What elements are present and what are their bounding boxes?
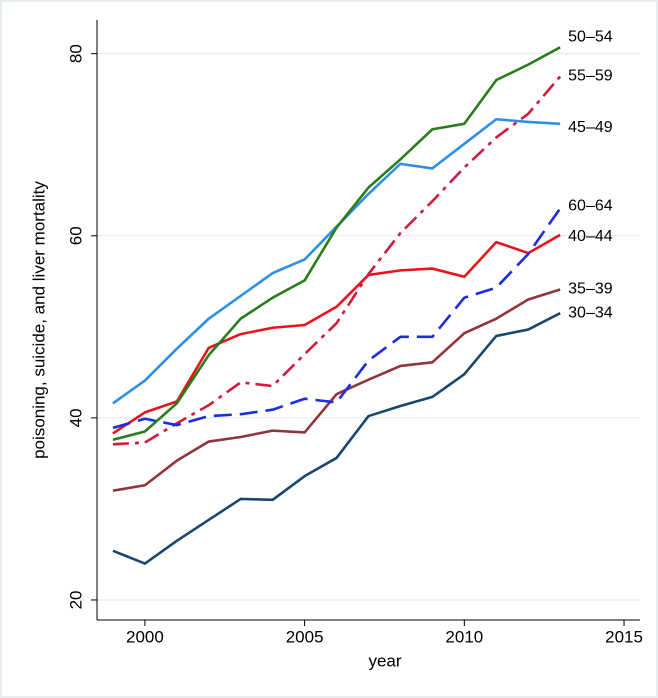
series-line — [112, 312, 561, 565]
y-tick-label: 80 — [66, 44, 85, 63]
series-label: 60–64 — [568, 198, 613, 215]
series-line — [112, 75, 562, 446]
x-tick-label: 2000 — [126, 627, 164, 646]
x-axis-title: year — [368, 651, 401, 670]
series-label: 30–34 — [568, 304, 613, 321]
x-tick-label: 2015 — [605, 627, 643, 646]
y-tick-label: 20 — [66, 591, 85, 610]
series-line — [112, 207, 562, 430]
y-tick-label: 40 — [66, 408, 85, 427]
x-tick-label: 2010 — [445, 627, 483, 646]
y-axis-title: poisoning, suicide, and liver mortality — [29, 181, 48, 459]
series-label: 40–44 — [568, 228, 613, 245]
series-line — [112, 46, 561, 441]
series-label: 45–49 — [568, 119, 613, 136]
series-line — [112, 288, 561, 492]
series-line — [112, 233, 561, 435]
series-label: 35–39 — [568, 281, 613, 298]
series-label: 50–54 — [568, 29, 613, 46]
series-label: 55–59 — [568, 68, 613, 85]
x-tick-label: 2005 — [286, 627, 324, 646]
y-tick-label: 60 — [66, 226, 85, 245]
